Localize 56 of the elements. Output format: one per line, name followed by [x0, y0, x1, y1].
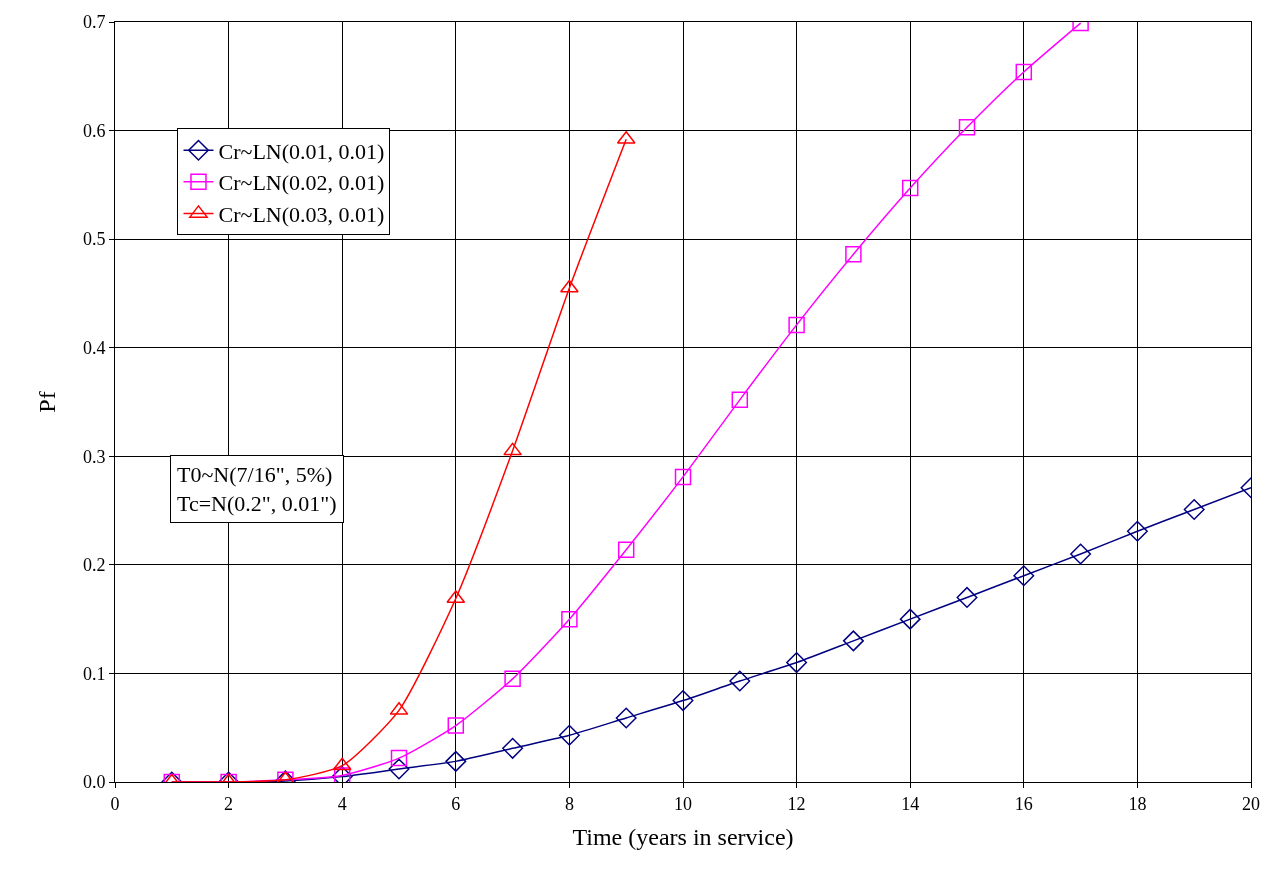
- point: [617, 541, 635, 558]
- legend-label: Cr~LN(0.01, 0.01): [218, 138, 385, 164]
- x-axis-title: Time (years in service): [572, 823, 794, 850]
- point: [504, 670, 521, 688]
- y-tick-label: 0.4: [82, 338, 106, 359]
- point: [845, 246, 862, 263]
- x-tick-label: 16: [1014, 793, 1033, 814]
- point: [1070, 543, 1092, 565]
- legend-label: Cr~LN(0.02, 0.01): [218, 170, 385, 196]
- x-tick-label: 2: [224, 793, 234, 814]
- y-tick-label: 0.5: [82, 229, 106, 250]
- point: [1015, 63, 1033, 81]
- point: [672, 690, 694, 712]
- point: [729, 670, 751, 692]
- y-tick-label: 0.2: [82, 555, 106, 576]
- point: [842, 630, 864, 652]
- point: [332, 757, 352, 771]
- y-tick-label: 0.3: [82, 446, 106, 467]
- point: [788, 316, 805, 334]
- annotation: T0~N(7/16", 5%) Tc=N(0.2", 0.01"): [177, 462, 337, 516]
- x-tick-label: 0: [110, 793, 120, 814]
- point: [615, 707, 637, 729]
- point: [561, 610, 578, 628]
- point: [1013, 565, 1035, 587]
- y-tick-label: 0.1: [82, 663, 106, 684]
- y-tick-label: 0.6: [82, 120, 106, 141]
- x-tick-label: 4: [337, 793, 347, 814]
- point: [503, 442, 523, 456]
- point: [956, 586, 978, 608]
- point: [558, 724, 580, 746]
- x-tick-label: 12: [787, 793, 806, 814]
- point: [447, 717, 465, 734]
- point: [674, 468, 692, 486]
- x-tick-label: 20: [1242, 793, 1260, 814]
- point: [1183, 498, 1205, 520]
- y-tick-label: 0.0: [82, 772, 106, 793]
- point: [731, 391, 749, 409]
- point: [446, 590, 466, 604]
- point: [502, 737, 524, 759]
- x-tick-label: 10: [674, 793, 692, 814]
- legend-label: Cr~LN(0.03, 0.01): [218, 201, 385, 227]
- point: [445, 750, 467, 772]
- y-tick-label: 0.7: [82, 12, 106, 33]
- x-tick-label: 18: [1128, 793, 1147, 814]
- point: [786, 652, 808, 674]
- point: [388, 758, 410, 780]
- point: [899, 608, 921, 630]
- point: [1126, 520, 1148, 542]
- point: [559, 279, 579, 293]
- x-tick-label: 14: [901, 793, 920, 814]
- y-axis-title: Pf: [34, 391, 60, 413]
- point: [390, 749, 408, 767]
- x-tick-label: 6: [451, 793, 461, 814]
- point: [958, 119, 976, 136]
- point: [901, 179, 919, 197]
- x-tick-label: 8: [564, 793, 574, 814]
